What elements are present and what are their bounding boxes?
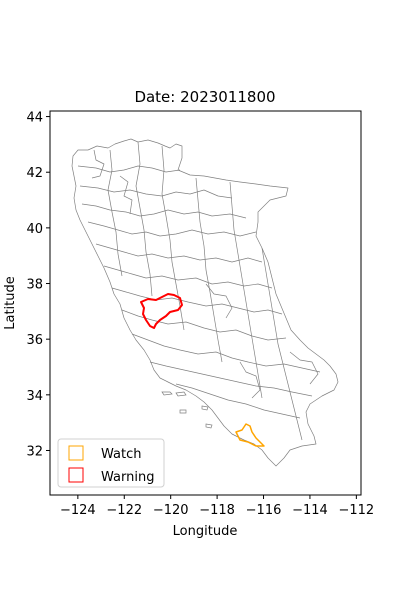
island-5 <box>205 423 213 429</box>
boundary-mid-1 <box>95 243 263 263</box>
legend-label-watch: Watch <box>101 447 141 462</box>
x-tick-label: −122 <box>106 503 142 518</box>
boundary-vertical-4 <box>195 177 223 363</box>
boundary-mid-4 <box>121 309 287 341</box>
axes-frame <box>49 110 362 496</box>
boundary-small-2 <box>119 175 133 215</box>
island-3 <box>179 409 187 414</box>
boundary-south-1 <box>131 333 321 373</box>
y-tick-label: 34 <box>26 389 43 404</box>
boundary-mid-2 <box>103 265 273 289</box>
plot-title: Date: 2023011800 <box>134 88 275 106</box>
legend: Watch Warning <box>57 438 165 488</box>
legend-label-warning: Warning <box>101 470 154 485</box>
boundary-small-1 <box>91 149 105 179</box>
islands <box>161 391 213 429</box>
boundary-vertical-2 <box>135 141 153 297</box>
boundary-small-4 <box>239 361 261 399</box>
map-plot-area <box>49 110 362 496</box>
x-axis-title: Longitude <box>173 524 238 539</box>
california-outline <box>71 138 339 467</box>
boundary-south-2 <box>149 361 313 397</box>
y-tick-label: 38 <box>26 278 43 293</box>
x-axis-ticks: −124 −122 −120 −118 −116 −114 −112 <box>60 495 374 518</box>
y-tick-label: 32 <box>26 444 43 459</box>
boundary-vertical-3 <box>161 145 185 331</box>
y-tick-label: 40 <box>26 222 43 237</box>
legend-swatch-warning <box>68 467 84 483</box>
boundary-south-3 <box>175 383 301 419</box>
region-boundaries <box>71 138 339 467</box>
y-axis-title: Latitude <box>3 276 18 330</box>
y-tick-label: 44 <box>26 111 43 126</box>
boundary-mid-3 <box>111 287 283 315</box>
x-tick-label: −120 <box>153 503 189 518</box>
y-tick-label: 42 <box>26 166 43 181</box>
y-axis-ticks: 32 34 36 38 40 42 44 <box>26 111 50 459</box>
island-2 <box>175 391 187 397</box>
boundary-small-5 <box>289 351 319 385</box>
boundary-small-3 <box>205 283 233 319</box>
boundary-vertical-5 <box>229 181 263 399</box>
legend-box <box>57 438 165 488</box>
legend-swatch-watch <box>68 445 84 461</box>
x-tick-label: −116 <box>246 503 282 518</box>
watch-region <box>235 423 265 447</box>
x-tick-label: −114 <box>292 503 328 518</box>
boundary-north-3 <box>81 203 247 219</box>
boundary-vertical-1 <box>107 149 123 277</box>
x-tick-label: −112 <box>338 503 374 518</box>
boundary-vertical-6 <box>261 247 303 441</box>
island-4 <box>201 405 209 411</box>
x-tick-label: −118 <box>199 503 235 518</box>
island-1 <box>161 391 173 396</box>
warning-region <box>140 293 183 329</box>
y-tick-label: 36 <box>26 333 43 348</box>
boundary-north-2 <box>79 185 233 199</box>
x-tick-label: −124 <box>60 503 96 518</box>
